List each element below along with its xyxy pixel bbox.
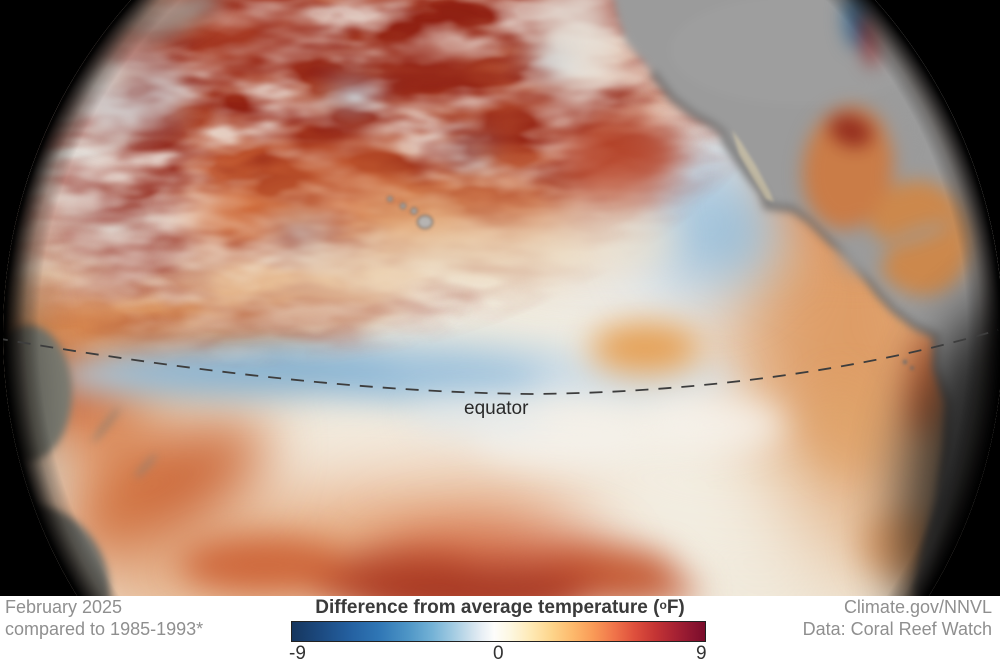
svg-text:equator: equator — [464, 398, 529, 419]
